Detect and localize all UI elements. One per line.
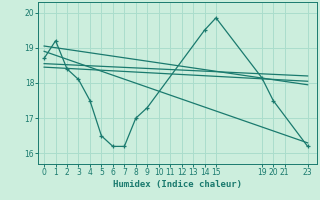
X-axis label: Humidex (Indice chaleur): Humidex (Indice chaleur) [113, 180, 242, 189]
